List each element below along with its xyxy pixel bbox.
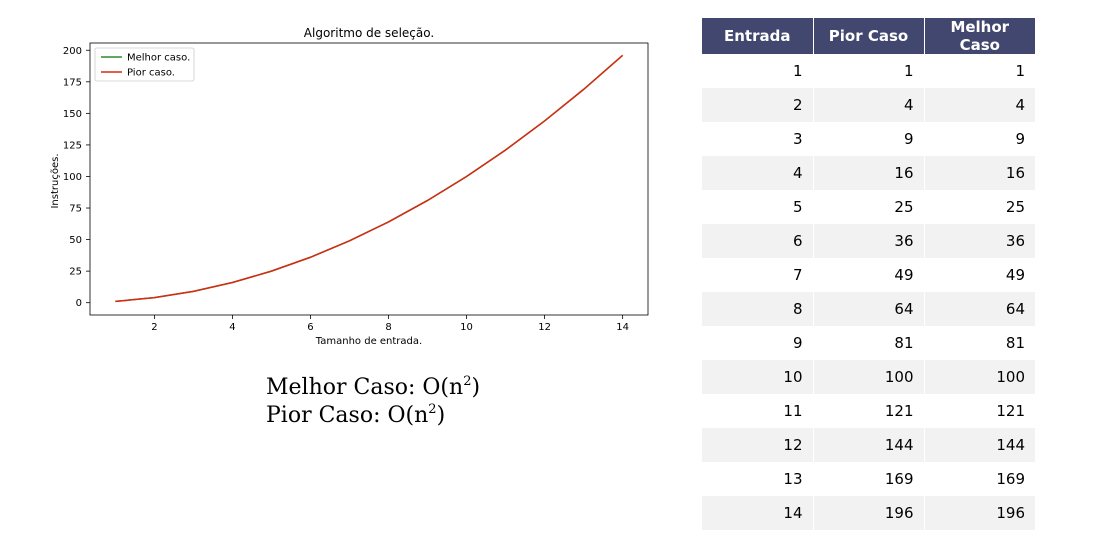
table-cell: 7 [702, 258, 814, 292]
table-cell: 81 [1005, 334, 1025, 352]
table-cell: 11 [702, 394, 814, 428]
table-row: 7 49 49 [702, 258, 1035, 292]
x-tick-label: 14 [616, 322, 629, 333]
table-cell: 10 [702, 360, 814, 394]
y-tick-label: 125 [63, 140, 82, 151]
table-cell: 121 [996, 402, 1025, 420]
table-row: 5 25 25 [702, 190, 1035, 224]
table-cell: 64 [924, 292, 1035, 326]
table-cell: 4 [924, 88, 1035, 122]
table-cell: 16 [813, 156, 925, 190]
series-line-1 [115, 54, 624, 303]
table-row: 14 196 196 [702, 496, 1035, 530]
table-cell: 6 [702, 224, 814, 258]
legend-label: Pior caso. [127, 68, 175, 79]
table-cell: 25 [1005, 198, 1025, 216]
table-cell: 3 [702, 122, 814, 156]
table-cell: 36 [924, 224, 1035, 258]
table-cell: 64 [813, 292, 925, 326]
x-tick-label: 2 [151, 322, 157, 333]
table-cell: 144 [813, 428, 925, 462]
y-tick-label: 25 [69, 267, 82, 278]
y-tick-label: 200 [63, 46, 82, 57]
table-row: 13 169 169 [702, 462, 1035, 496]
table-cell: 100 [813, 360, 925, 394]
table-cell: 1 [813, 54, 925, 88]
complexity-summary: Melhor Caso: O(n2) Pior Caso: O(n2) [266, 374, 480, 430]
table-cell: 49 [813, 258, 925, 292]
table-row: 8 64 64 [702, 292, 1035, 326]
table-cell: 4 [702, 156, 814, 190]
table-cell: 25 [813, 190, 925, 224]
y-tick-label: 75 [69, 204, 82, 215]
table-cell: 144 [924, 428, 1035, 462]
table-header-row: Entrada Pior Caso Melhor Caso [702, 18, 1035, 54]
x-axis-label: Tamanho de entrada. [315, 336, 422, 347]
header-melhor-caso: Melhor Caso [924, 18, 1035, 54]
chart-series [115, 54, 624, 303]
x-tick-label: 4 [229, 322, 235, 333]
table-cell: 100 [924, 360, 1035, 394]
table-cell: 8 [702, 292, 814, 326]
table-cell: 81 [813, 326, 925, 360]
x-tick-label: 8 [385, 322, 391, 333]
table-cell: 196 [813, 496, 925, 530]
best-case-complexity: Melhor Caso: O(n2) [266, 374, 481, 400]
table-body: 1 1 1 2 4 4 3 9 9 4 16 16 5 25 25 6 36 36 7 49 49 8 64 64 9 81 81 1… [702, 54, 1035, 530]
table-cell: 4 [813, 88, 925, 122]
table-row: 11 121 121 [702, 394, 1035, 428]
legend-label: Melhor caso. [127, 53, 190, 64]
chart-axes: 2 4 6 8 10 12 14 0 25 50 75 100 125 150 175 200 [63, 42, 649, 333]
table-cell: 169 [813, 462, 925, 496]
table-row: 12 144 144 [702, 428, 1035, 462]
table-row: 4 16 16 [702, 156, 1035, 190]
table-cell: 169 [996, 470, 1025, 488]
table-cell: 36 [813, 224, 925, 258]
series-line-0 [115, 54, 624, 303]
worst-case-complexity: Pior Caso: O(n2) [266, 402, 446, 428]
x-tick-label: 12 [538, 322, 551, 333]
y-tick-label: 100 [63, 172, 82, 183]
table-cell: 12 [702, 428, 814, 462]
chart-legend: Melhor caso. Pior caso. [94, 47, 195, 82]
y-tick-label: 50 [69, 235, 82, 246]
selection-chart: Algoritmo de seleção. 2 4 6 8 10 12 14 0 25 50 75 1… [50, 26, 649, 347]
table-cell: 1 [1015, 62, 1025, 80]
table-cell: 16 [924, 156, 1035, 190]
table-cell: 2 [702, 88, 814, 122]
y-tick-label: 0 [76, 298, 82, 309]
table-cell: 14 [702, 496, 814, 530]
table-row: 6 36 36 [702, 224, 1035, 258]
chart-title: Algoritmo de seleção. [304, 26, 434, 40]
table-cell: 5 [702, 190, 814, 224]
y-tick-label: 175 [63, 77, 82, 88]
table-cell: 121 [813, 394, 925, 428]
table-cell: 9 [702, 326, 814, 360]
table-cell: 49 [1005, 266, 1025, 284]
header-pior-caso: Pior Caso [813, 18, 925, 54]
header-entrada: Entrada [702, 18, 814, 54]
y-axis-label: Instruções. [50, 153, 61, 208]
x-tick-label: 6 [307, 322, 313, 333]
table-cell: 9 [1015, 130, 1025, 148]
table-cell: 1 [702, 54, 814, 88]
table-row: 9 81 81 [702, 326, 1035, 360]
plot-frame [89, 42, 649, 316]
table-cell: 9 [813, 122, 925, 156]
table-row: 10 100 100 [702, 360, 1035, 394]
table-cell: 196 [924, 496, 1035, 530]
table-cell: 13 [702, 462, 814, 496]
x-tick-label: 10 [460, 322, 473, 333]
y-tick-label: 150 [63, 109, 82, 120]
